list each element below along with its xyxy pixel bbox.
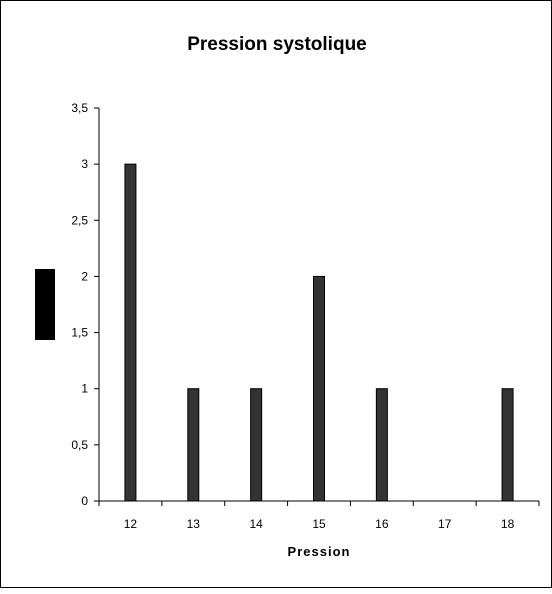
x-axis-ticks: 12 13 14 15 16 17 18: [98, 501, 540, 531]
y-axis-ticks: 0 0,5 1 1,5 2 2,5 3 3,5: [71, 101, 99, 508]
y-tick-label: 2: [81, 269, 88, 283]
bar-14: [250, 388, 263, 502]
bar-15: [313, 275, 325, 502]
chart-title: Pression systolique: [187, 34, 367, 55]
y-tick-label: 3,5: [71, 101, 88, 115]
bar-series: [124, 163, 514, 502]
bar-18: [501, 388, 514, 502]
bar-12: [124, 163, 137, 502]
x-tick-label: 17: [438, 517, 452, 531]
x-tick-label: 13: [187, 517, 201, 531]
x-tick-label: 14: [249, 517, 263, 531]
y-tick-label: 1: [81, 382, 88, 396]
x-tick-label: 15: [312, 517, 326, 531]
y-tick-label: 1,5: [71, 326, 88, 340]
bar-13: [187, 388, 200, 502]
bar-16: [375, 388, 388, 502]
y-tick-label: 0: [81, 494, 88, 508]
x-axis-title: Pression: [288, 544, 351, 559]
x-tick-label: 12: [124, 517, 138, 531]
y-tick-label: 2,5: [71, 213, 88, 227]
legend-swatch: [35, 269, 55, 340]
x-tick-label: 16: [375, 517, 389, 531]
x-tick-label: 18: [501, 517, 515, 531]
y-tick-label: 3: [81, 157, 88, 171]
y-tick-label: 0,5: [71, 438, 88, 452]
